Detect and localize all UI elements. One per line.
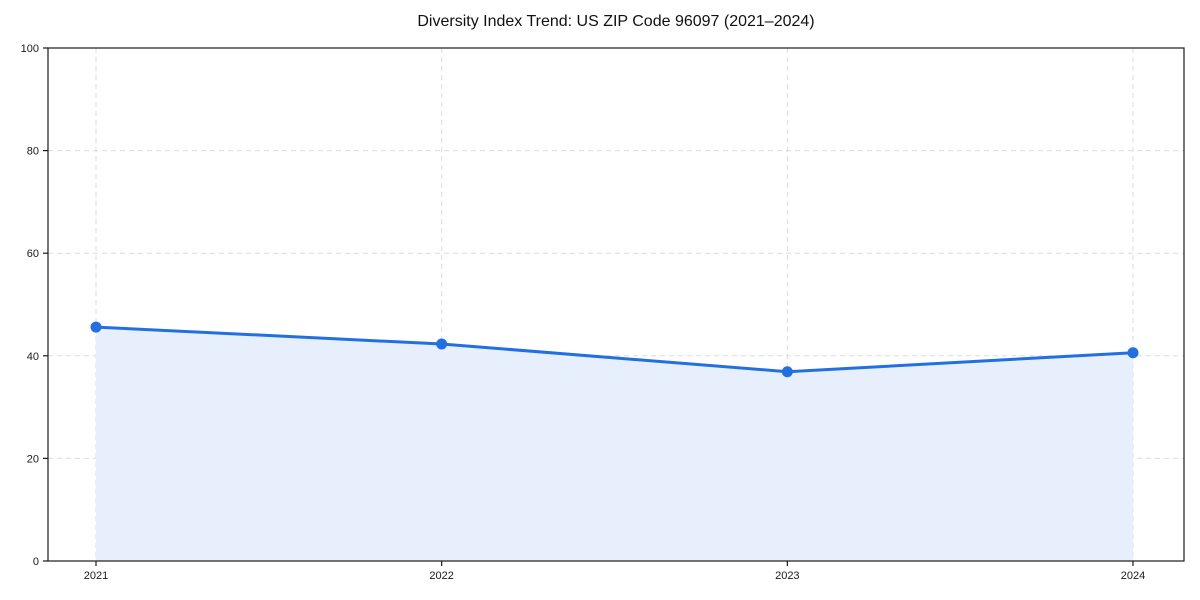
data-point-2023 [781, 366, 793, 378]
chart-title: Diversity Index Trend: US ZIP Code 96097… [417, 13, 815, 30]
trend-line [94, 325, 1135, 374]
y-tick-label-100: 100 [21, 43, 39, 55]
x-tick-label-2023: 2023 [775, 570, 799, 582]
x-tick-label-2021: 2021 [84, 570, 108, 582]
x-tick-label-2022: 2022 [429, 570, 453, 582]
area-fill [96, 327, 1133, 561]
plot-frame [47, 47, 1185, 562]
x-tick-label-2024: 2024 [1121, 570, 1145, 582]
data-point-2022 [436, 338, 448, 350]
y-tick-label-40: 40 [27, 351, 39, 363]
y-tick-label-0: 0 [33, 556, 39, 568]
data-point-2021 [90, 321, 102, 333]
y-tick-label-20: 20 [27, 453, 39, 465]
y-tick-label-60: 60 [27, 248, 39, 260]
y-tick-label-80: 80 [27, 146, 39, 158]
data-point-2024 [1127, 347, 1139, 359]
